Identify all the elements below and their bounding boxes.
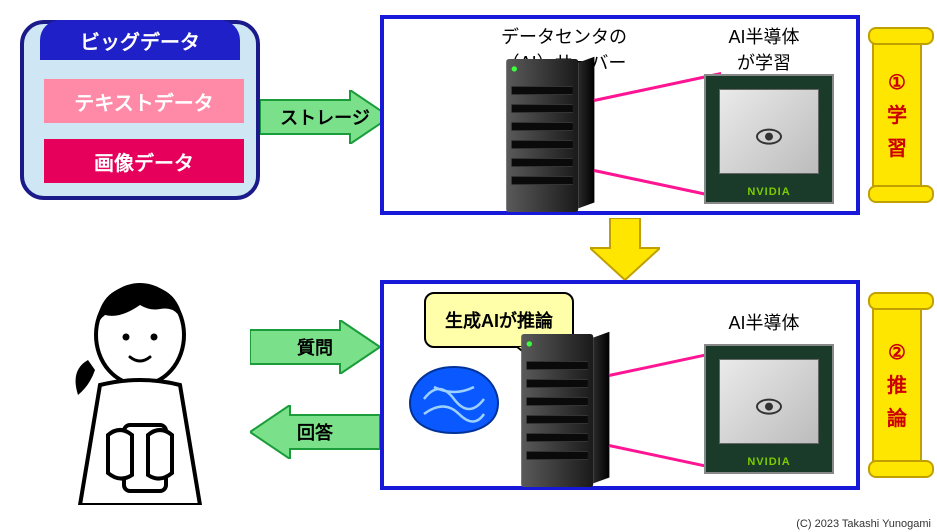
- brain-icon: [404, 359, 504, 439]
- connector-line: [594, 72, 722, 102]
- arrow-storage-label: ストレージ: [280, 104, 370, 130]
- chip-title-inference: AI半導体: [704, 309, 824, 335]
- gpu-chip-icon: NVIDIA: [704, 74, 834, 204]
- copyright-text: (C) 2023 Takashi Yunogami: [796, 518, 931, 530]
- arrow-answer-label: 回答: [297, 419, 333, 445]
- bigdata-header: ビッグデータ: [40, 20, 240, 60]
- server-icon: [499, 59, 598, 212]
- inference-bubble-text: 生成AIが推論: [445, 307, 553, 333]
- connector-line: [594, 169, 722, 199]
- scroll-inference-text: ②推論: [874, 302, 920, 468]
- arrow-answer: 回答: [250, 405, 380, 459]
- scroll-inference: ②推論: [872, 300, 922, 470]
- panel-training: データセンタの （AI）サーバー AI半導体 が学習 NVIDIA: [380, 15, 860, 215]
- panel-inference: 生成AIが推論 AI半導体 NVIDIA: [380, 280, 860, 490]
- server-icon: [514, 334, 613, 487]
- gpu-chip-icon: NVIDIA: [704, 344, 834, 474]
- chip-title-training: AI半導体 が学習: [704, 23, 824, 75]
- arrow-question-label: 質問: [297, 334, 333, 360]
- arrow-down-icon: [590, 218, 660, 280]
- scroll-training-text: ①学習: [874, 37, 920, 193]
- chip-logo: NVIDIA: [704, 456, 834, 468]
- arrow-question: 質問: [250, 320, 380, 374]
- person-icon: [50, 275, 230, 505]
- bigdata-text-row: テキストデータ: [44, 79, 244, 123]
- scroll-training: ①学習: [872, 35, 922, 195]
- arrow-storage: ストレージ: [260, 90, 390, 144]
- bigdata-card: ビッグデータ テキストデータ 画像データ: [20, 20, 260, 200]
- chip-logo: NVIDIA: [704, 186, 834, 198]
- bigdata-image-row: 画像データ: [44, 139, 244, 183]
